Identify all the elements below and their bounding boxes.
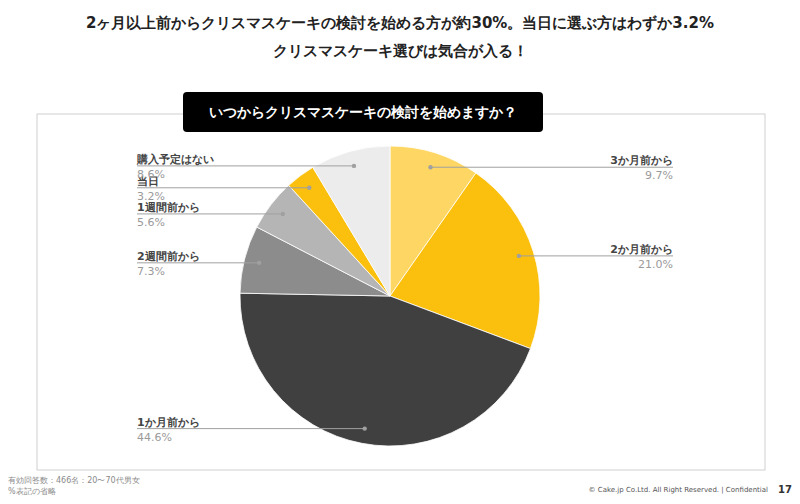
page-number: 17: [778, 484, 792, 495]
footnote: %表記の省略: [8, 487, 56, 496]
pie: [240, 146, 540, 446]
data-label: 7.3%: [137, 265, 165, 278]
leader-dot: [517, 254, 521, 258]
pie-slice: [313, 146, 390, 296]
footnote: 有効回答数：466名：20〜70代男女: [8, 476, 140, 485]
data-label: 21.0%: [638, 258, 673, 271]
category-label: 1か月前から: [137, 416, 200, 429]
chart-title: いつからクリスマスケーキの検討を始めますか？: [209, 104, 517, 120]
leader-dot: [307, 186, 311, 190]
copyright: © Cake.jp Co.Ltd. All Right Reserved. | …: [589, 486, 769, 494]
leader-line: [137, 187, 309, 188]
category-label: 2か月前から: [610, 243, 673, 256]
data-label: 8.6%: [137, 168, 165, 181]
category-label: 1週間前から: [137, 201, 200, 214]
headline: 2ヶ月以上前からクリスマスケーキの検討を始める方が約30%。当日に選ぶ方はわずか…: [86, 14, 714, 32]
data-label: 3.2%: [137, 190, 165, 203]
data-label: 9.7%: [645, 169, 673, 182]
category-label: 3か月前から: [610, 154, 673, 167]
chart-frame: [37, 114, 765, 470]
pie-slice: [240, 293, 530, 446]
category-label: 購入予定はない: [136, 153, 214, 166]
leader-dot: [363, 426, 367, 430]
labels: 3か月前から 9.7% 2か月前から 21.0% 1か月前から 44.6% 2週間前から 7.…: [136, 153, 673, 444]
leader-dot: [281, 212, 285, 216]
headline: クリスマスケーキ選びは気合が入る！: [273, 42, 528, 60]
data-label: 44.6%: [137, 431, 172, 444]
category-label: 2週間前から: [137, 250, 200, 263]
leader-dot: [257, 261, 261, 265]
leader-dot: [428, 165, 432, 169]
chart-canvas: 2ヶ月以上前からクリスマスケーキの検討を始める方が約30%。当日に選ぶ方はわずか…: [0, 0, 800, 504]
leader-dot: [352, 164, 356, 168]
title-box: [183, 92, 543, 132]
data-label: 5.6%: [137, 216, 165, 229]
